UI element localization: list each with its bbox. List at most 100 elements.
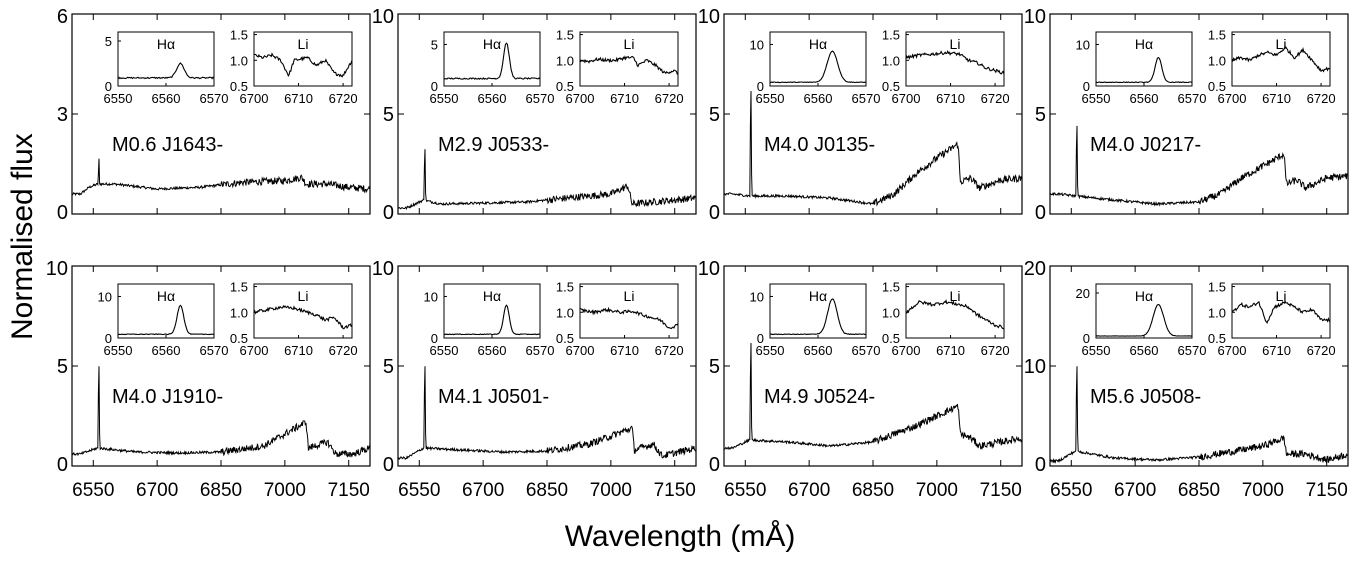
inset-y-tick-label: 0 bbox=[757, 79, 764, 94]
inset-y-tick-label: 5 bbox=[431, 37, 438, 52]
y-tick-label: 5 bbox=[1035, 104, 1046, 126]
x-tick-label: 7150 bbox=[654, 480, 696, 501]
inset-x-tick-label: 6720 bbox=[981, 91, 1010, 106]
spectrum-line bbox=[724, 342, 1022, 451]
inset-y-tick-label: 0.5 bbox=[882, 331, 900, 346]
inset-title: Hα bbox=[157, 288, 175, 304]
inset-y-tick-label: 1.5 bbox=[882, 280, 900, 295]
inset-y-tick-label: 0.5 bbox=[1208, 331, 1226, 346]
inset-y-tick-label: 1.0 bbox=[556, 53, 574, 68]
inset-x-tick-label: 6700 bbox=[892, 91, 921, 106]
inset-x-tick-label: 6720 bbox=[981, 343, 1010, 358]
inset-x-tick-label: 6720 bbox=[1307, 91, 1336, 106]
y-tick-label: 0 bbox=[57, 202, 68, 224]
li-line bbox=[579, 55, 679, 75]
inset-x-tick-label: 6550 bbox=[756, 91, 785, 106]
x-tick-label: 6850 bbox=[526, 480, 568, 501]
spectrum-line bbox=[1050, 125, 1348, 207]
inset-x-tick-label: 6700 bbox=[240, 343, 269, 358]
inset-frame bbox=[1095, 31, 1193, 87]
li-inset: 6700 6710 6720 0.5 1.0 1.5 Li bbox=[556, 28, 684, 106]
spectrum-line bbox=[1050, 366, 1348, 464]
inset-y-tick-label: 0 bbox=[1083, 79, 1090, 94]
x-tick-label: 6700 bbox=[462, 480, 504, 501]
y-tick-label: 0 bbox=[383, 454, 394, 476]
li-line bbox=[1231, 299, 1331, 324]
inset-x-tick-label: 6720 bbox=[329, 343, 358, 358]
x-tick-label: 7150 bbox=[1306, 480, 1348, 501]
spectrum-label: M0.6 J1643- bbox=[112, 134, 223, 156]
x-tick-label: 7000 bbox=[1242, 480, 1284, 501]
inset-x-tick-label: 6710 bbox=[284, 91, 313, 106]
spectrum-line bbox=[72, 366, 370, 458]
halpha-line bbox=[1095, 304, 1192, 337]
x-tick-label: 6850 bbox=[200, 480, 242, 501]
li-line bbox=[253, 304, 353, 330]
y-tick-label: 5 bbox=[709, 356, 720, 378]
inset-title: Hα bbox=[1135, 36, 1153, 52]
inset-y-tick-label: 1.0 bbox=[882, 305, 900, 320]
halpha-inset: 6550 6560 6570 0 5 Hα bbox=[104, 31, 228, 106]
inset-x-tick-label: 6550 bbox=[1082, 343, 1111, 358]
spectrum-label: M4.0 J0135- bbox=[764, 134, 875, 156]
inset-y-tick-label: 1.0 bbox=[556, 305, 574, 320]
y-tick-label: 10 bbox=[372, 258, 394, 280]
y-tick-label: 3 bbox=[57, 104, 68, 126]
y-tick-label: 0 bbox=[1035, 202, 1046, 224]
x-tick-label: 6550 bbox=[1050, 480, 1092, 501]
li-inset: 6700 6710 6720 0.5 1.0 1.5 Li bbox=[230, 280, 358, 358]
x-tick-label: 7150 bbox=[980, 480, 1022, 501]
inset-y-tick-label: 0 bbox=[757, 331, 764, 346]
panel-4: 0 5 10 M4.0 J0217- 6550 6560 6570 0 10 Hα 6700 6710… bbox=[1024, 6, 1349, 224]
halpha-line bbox=[443, 42, 541, 80]
li-line bbox=[253, 52, 353, 78]
inset-frame bbox=[443, 283, 541, 339]
inset-y-tick-label: 0.5 bbox=[230, 79, 248, 94]
y-tick-label: 10 bbox=[698, 6, 720, 28]
inset-y-tick-label: 5 bbox=[105, 34, 112, 49]
halpha-inset: 6550 6560 6570 0 5 Hα bbox=[430, 31, 554, 106]
x-axis-title: Wavelength (mÅ) bbox=[564, 520, 796, 553]
inset-x-tick-label: 6700 bbox=[566, 91, 595, 106]
inset-title: Hα bbox=[809, 288, 827, 304]
inset-y-tick-label: 0.5 bbox=[1208, 79, 1226, 94]
y-tick-label: 0 bbox=[57, 454, 68, 476]
inset-y-tick-label: 0.5 bbox=[556, 79, 574, 94]
halpha-line bbox=[1095, 56, 1193, 84]
inset-x-tick-label: 6720 bbox=[655, 343, 684, 358]
inset-y-tick-label: 10 bbox=[750, 289, 764, 304]
inset-frame bbox=[1095, 283, 1193, 339]
inset-y-tick-label: 0 bbox=[431, 79, 438, 94]
inset-x-tick-label: 6710 bbox=[1262, 343, 1291, 358]
inset-x-tick-label: 6570 bbox=[1178, 91, 1207, 106]
y-tick-label: 5 bbox=[383, 356, 394, 378]
li-inset: 6700 6710 6720 0.5 1.0 1.5 Li bbox=[882, 280, 1010, 358]
inset-x-tick-label: 6560 bbox=[804, 343, 833, 358]
halpha-line bbox=[117, 62, 215, 80]
li-line bbox=[1231, 46, 1331, 73]
spectrum-label: M4.9 J0524- bbox=[764, 386, 875, 408]
inset-title: Hα bbox=[483, 288, 501, 304]
inset-title: Li bbox=[298, 288, 309, 304]
inset-y-tick-label: 1.5 bbox=[230, 280, 248, 295]
inset-x-tick-label: 6560 bbox=[804, 91, 833, 106]
inset-x-tick-label: 6700 bbox=[1218, 343, 1247, 358]
inset-frame bbox=[1231, 283, 1331, 339]
halpha-line bbox=[769, 298, 867, 336]
inset-x-tick-label: 6720 bbox=[1307, 343, 1336, 358]
inset-y-tick-label: 0 bbox=[1083, 331, 1090, 346]
inset-x-tick-label: 6700 bbox=[1218, 91, 1247, 106]
inset-y-tick-label: 1.0 bbox=[230, 53, 248, 68]
y-tick-label: 10 bbox=[1024, 6, 1046, 28]
y-tick-label: 20 bbox=[1024, 258, 1046, 280]
inset-title: Li bbox=[298, 36, 309, 52]
x-tick-label: 6700 bbox=[788, 480, 830, 501]
inset-y-tick-label: 1.0 bbox=[230, 305, 248, 320]
inset-y-tick-label: 10 bbox=[750, 37, 764, 52]
spectrum-label: M2.9 J0533- bbox=[438, 134, 549, 156]
x-tick-label: 6550 bbox=[398, 480, 440, 501]
inset-frame bbox=[769, 283, 867, 339]
